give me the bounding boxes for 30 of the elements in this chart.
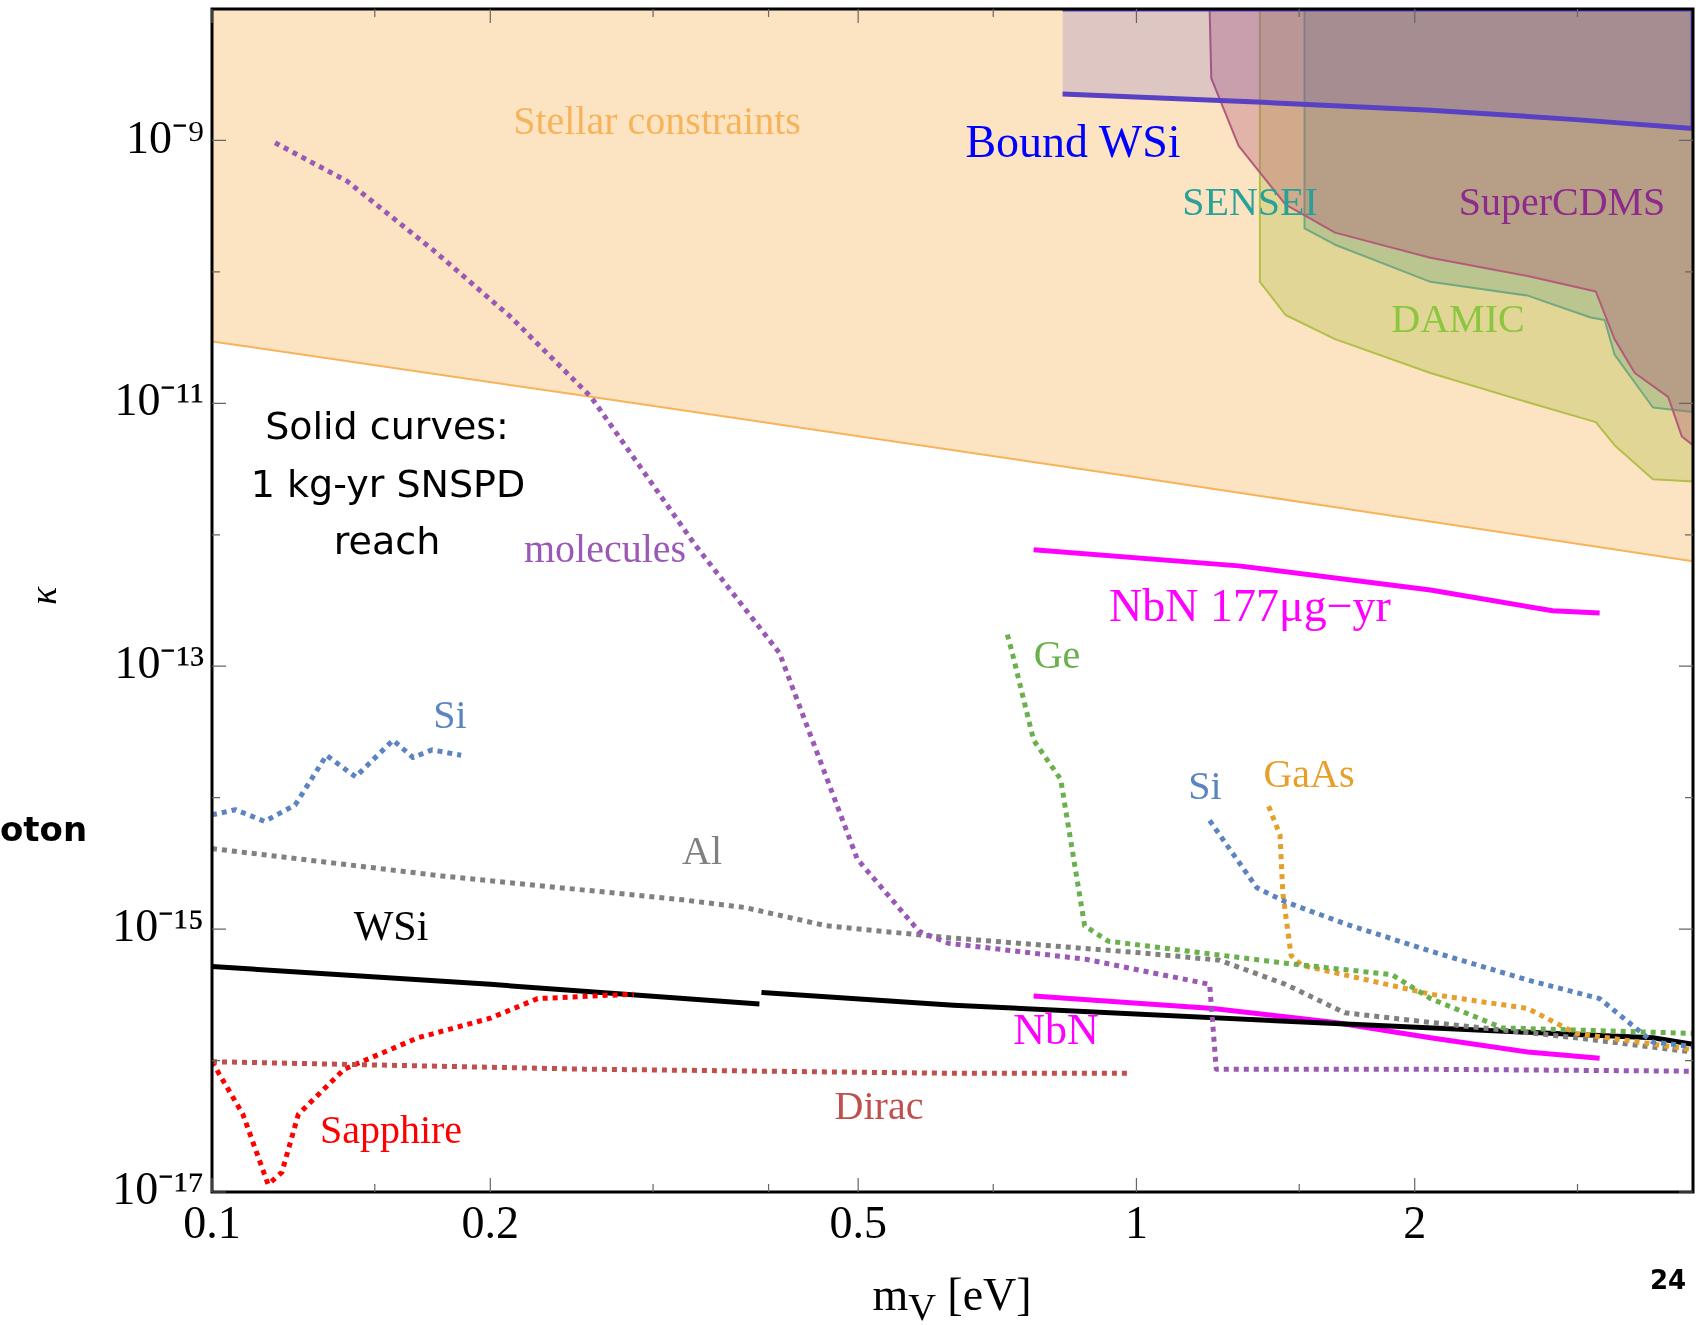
series-label: Dirac	[834, 1082, 924, 1128]
text: 24	[1649, 1264, 1687, 1295]
series-label: Si	[1188, 762, 1222, 808]
text: oton	[0, 808, 88, 849]
x-tick-label: 0.5	[829, 1196, 887, 1248]
x-tick-label: 2	[1403, 1196, 1427, 1248]
x-tick-label: 1	[1124, 1196, 1148, 1248]
series-label: Bound WSi	[965, 116, 1181, 168]
y-tick-label: 10⁻¹⁵	[112, 900, 204, 952]
annotation: reach	[333, 518, 441, 563]
annotation: Solid curves:	[265, 403, 509, 448]
series-label: WSi	[353, 903, 429, 950]
series-label: Si	[433, 691, 467, 737]
series-label: NbN 177μg−yr	[1109, 580, 1391, 632]
series-label: Sapphire	[319, 1106, 463, 1152]
series-label: DAMIC	[1391, 295, 1525, 341]
y-tick-label: 10⁻⁹	[125, 111, 204, 163]
y-tick-label: 10⁻¹³	[114, 637, 204, 689]
legend-label: SuperCDMS	[1458, 178, 1666, 224]
series-label: Ge	[1033, 631, 1081, 677]
x-axis-title: m$_{V}$ [eV]	[872, 1269, 1032, 1325]
x-tick-label: 0.2	[461, 1196, 520, 1248]
annotation: 1 kg-yr SNSPD	[250, 461, 526, 506]
series-label: Al	[682, 827, 722, 873]
series-label: GaAs	[1263, 750, 1355, 796]
series-label: Stellar constraints	[513, 97, 801, 143]
y-tick-label: 10⁻¹¹	[114, 374, 204, 426]
series-label: molecules	[523, 525, 687, 571]
series-label: NbN	[1013, 1004, 1099, 1054]
y-axis-title: κ	[22, 586, 64, 606]
